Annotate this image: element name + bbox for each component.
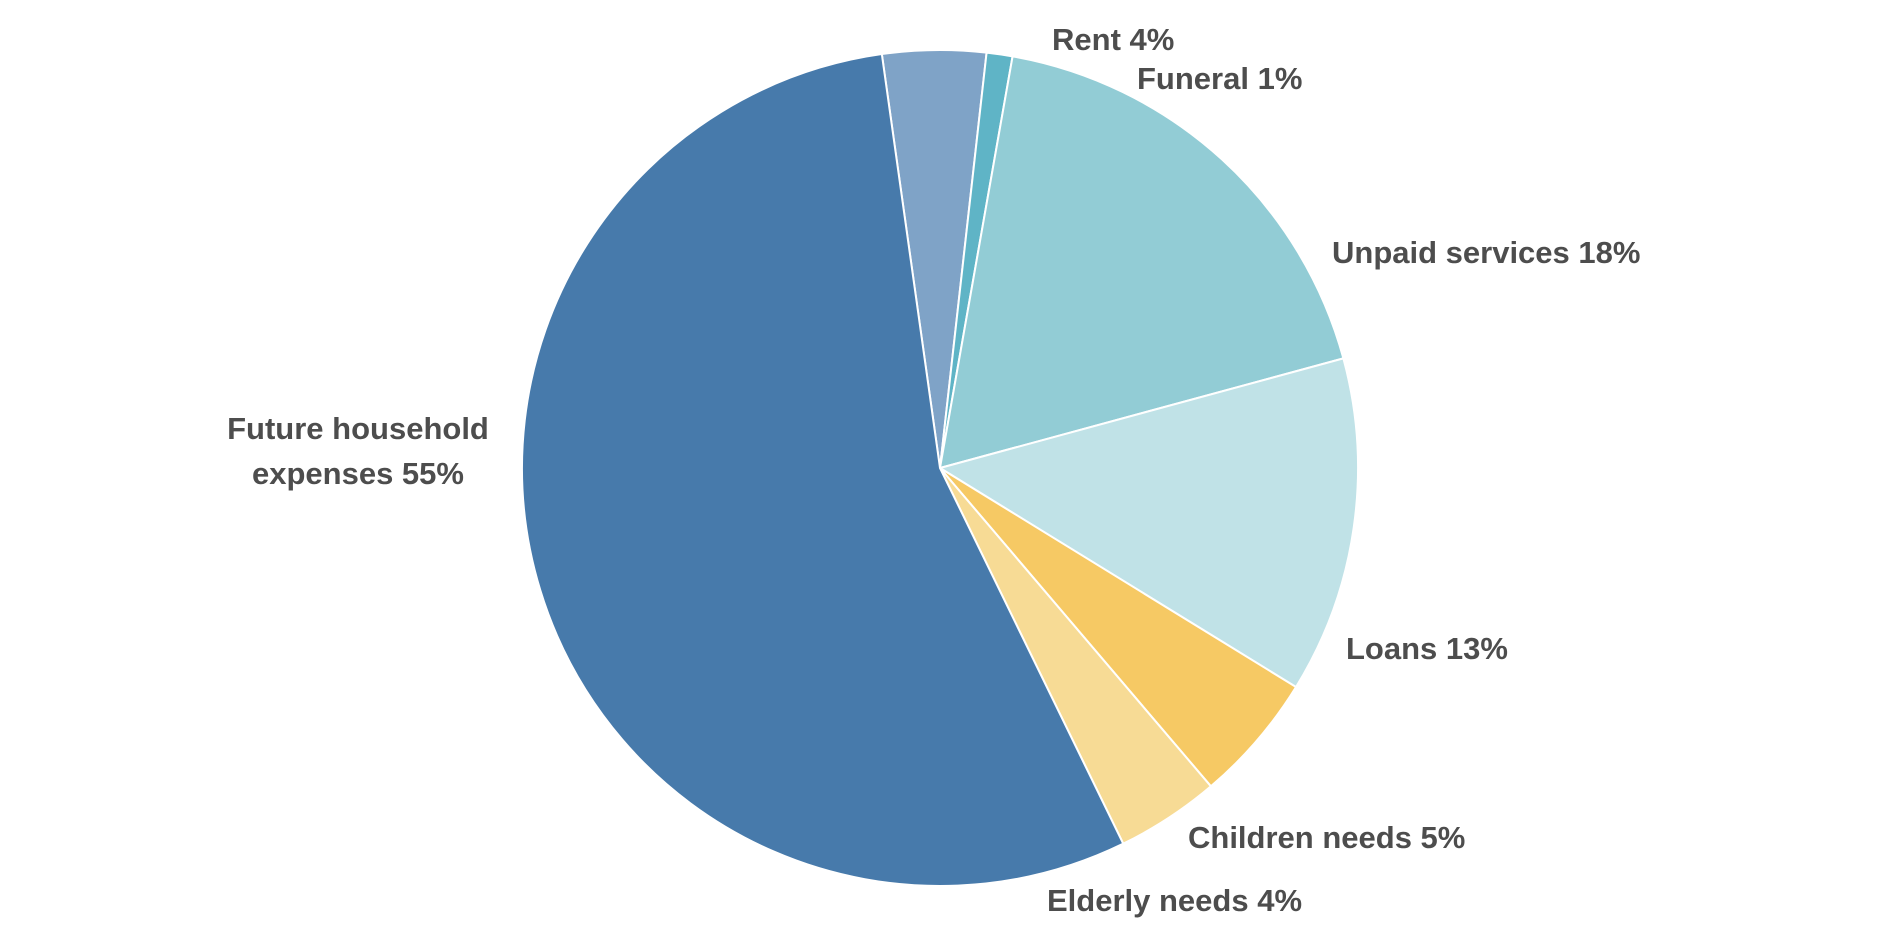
slice-label-unpaid-services: Unpaid services 18% [1332, 235, 1640, 270]
slice-label-elderly-needs: Elderly needs 4% [1047, 883, 1302, 918]
pie-slice-unpaid-services [938, 55, 1345, 470]
slice-label-rent: Rent 4% [1052, 22, 1174, 57]
slice-label-line: Future household [227, 411, 489, 446]
pie-slices [521, 49, 1359, 887]
pie-slice-future-household-expenses [521, 52, 1125, 887]
slice-label-line: expenses 55% [252, 456, 464, 491]
slice-label-loans: Loans 13% [1346, 631, 1508, 666]
pie-labels: Rent 4% Funeral 1% Unpaid services 18% Loan… [227, 22, 1640, 918]
slice-label-children-needs: Children needs 5% [1188, 820, 1465, 855]
pie-slice-loans [937, 357, 1359, 689]
slice-label-future-household-expenses: Future household expenses 55% [227, 411, 489, 491]
slice-label-funeral: Funeral 1% [1137, 61, 1302, 96]
